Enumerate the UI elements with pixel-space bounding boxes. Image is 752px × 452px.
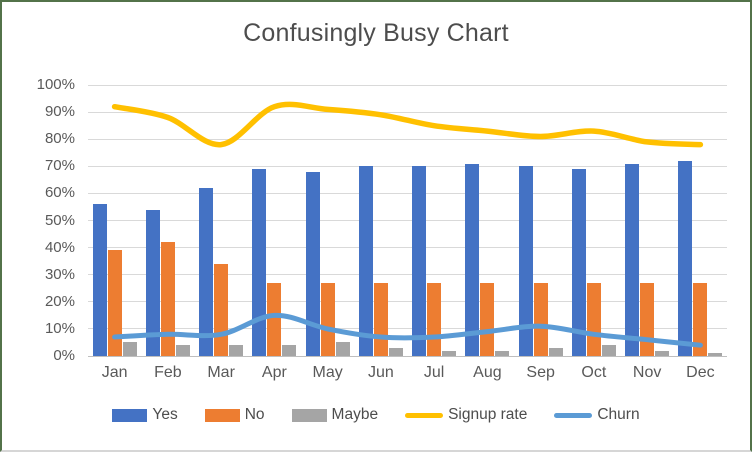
bar-no-oct: [586, 282, 601, 356]
x-axis-label: Mar: [207, 364, 235, 381]
x-axis: Jan Feb Mar Apr May Jun Jul Aug Sep Oct Nov Dec: [88, 364, 727, 382]
y-axis-label: 80%: [44, 130, 75, 148]
gridline: [88, 220, 727, 221]
legend-label: Maybe: [331, 406, 379, 423]
legend-label: No: [244, 406, 265, 423]
y-axis-label: 30%: [44, 265, 75, 283]
bar-maybe-apr: [282, 345, 297, 356]
gridline: [88, 274, 727, 276]
legend-label: Signup rate: [448, 406, 528, 423]
y-axis-label: 0%: [53, 347, 75, 364]
y-axis-label: 40%: [44, 238, 75, 256]
bar-maybe-aug: [495, 350, 510, 356]
legend-item-signup-rate: Signup rate: [405, 406, 527, 424]
y-axis-label: 100%: [36, 76, 75, 93]
gridline: [88, 301, 727, 303]
bar-yes-aug: [465, 163, 480, 356]
bar-yes-sep: [518, 166, 533, 356]
bar-yes-jun: [358, 166, 373, 356]
legend-item-churn: Churn: [554, 406, 640, 424]
legend: Yes No Maybe Signup rate Churn: [2, 406, 750, 424]
bar-maybe-jan: [122, 342, 137, 356]
x-axis-label: Feb: [154, 364, 182, 381]
legend-swatch-maybe-icon: [291, 408, 327, 422]
y-axis-label: 10%: [44, 319, 75, 337]
y-axis: 0% 10% 20% 30% 40% 50% 60% 70% 80% 90% 100%: [2, 76, 82, 364]
bar-yes-jul: [412, 166, 427, 356]
x-axis-label: Dec: [686, 364, 715, 381]
gridline: [88, 192, 727, 194]
bar-yes-apr: [252, 169, 267, 356]
legend-swatch-signup-rate-icon: [405, 412, 444, 418]
bar-maybe-nov: [655, 350, 670, 356]
y-axis-label: 50%: [44, 211, 75, 229]
legend-item-no: No: [204, 406, 265, 424]
chart-title: Confusingly Busy Chart: [243, 19, 509, 47]
gridline: [88, 247, 727, 249]
bar-maybe-mar: [229, 345, 244, 356]
legend-label: Yes: [152, 406, 178, 423]
bar-yes-oct: [571, 169, 586, 356]
x-axis-line: [88, 355, 727, 357]
plot-area: [88, 84, 727, 357]
bar-maybe-may: [335, 342, 350, 356]
bar-yes-dec: [678, 160, 693, 356]
bar-maybe-sep: [548, 347, 563, 356]
legend-swatch-yes-icon: [112, 408, 148, 422]
gridline: [88, 111, 727, 113]
line-signup-rate: [111, 101, 704, 148]
x-axis-label: Aug: [473, 364, 502, 381]
gridline: [88, 138, 727, 140]
y-axis-label: 70%: [44, 157, 75, 175]
gridline: [88, 328, 727, 330]
y-axis-label: 20%: [44, 292, 75, 310]
bar-maybe-feb: [175, 345, 190, 356]
bar-no-aug: [480, 282, 495, 356]
bar-maybe-dec: [708, 353, 723, 356]
legend-swatch-churn-icon: [554, 412, 593, 418]
x-axis-label: Sep: [526, 364, 555, 381]
bar-yes-may: [305, 171, 320, 356]
bar-maybe-jul: [442, 350, 457, 356]
x-axis-label: May: [312, 364, 343, 381]
legend-item-yes: Yes: [112, 406, 178, 424]
bar-no-jan: [107, 250, 122, 356]
line-churn: [112, 312, 703, 348]
bar-yes-jan: [92, 204, 107, 356]
x-axis-label: Jun: [367, 364, 394, 381]
line-series-layer: [111, 101, 704, 348]
bar-yes-mar: [199, 187, 214, 356]
gridline: [88, 84, 727, 86]
bar-no-feb: [160, 242, 175, 356]
bar-maybe-jun: [388, 347, 403, 356]
gridline: [88, 165, 727, 167]
x-axis-label: Apr: [261, 364, 287, 381]
x-axis-label: Jul: [423, 364, 445, 381]
bar-no-sep: [533, 282, 548, 356]
x-axis-label: Jan: [101, 364, 128, 381]
legend-label: Churn: [597, 406, 640, 423]
legend-swatch-no-icon: [204, 408, 240, 422]
x-axis-label: Nov: [632, 364, 662, 381]
x-axis-label: Oct: [581, 364, 607, 381]
bar-no-may: [320, 282, 335, 356]
legend-item-maybe: Maybe: [291, 406, 379, 424]
bar-yes-feb: [145, 209, 160, 356]
y-axis-label: 90%: [44, 103, 75, 121]
bar-maybe-oct: [601, 345, 616, 356]
bar-no-apr: [267, 282, 282, 356]
bar-yes-nov: [625, 163, 640, 356]
bar-no-dec: [693, 282, 708, 356]
y-axis-label: 60%: [44, 184, 75, 202]
